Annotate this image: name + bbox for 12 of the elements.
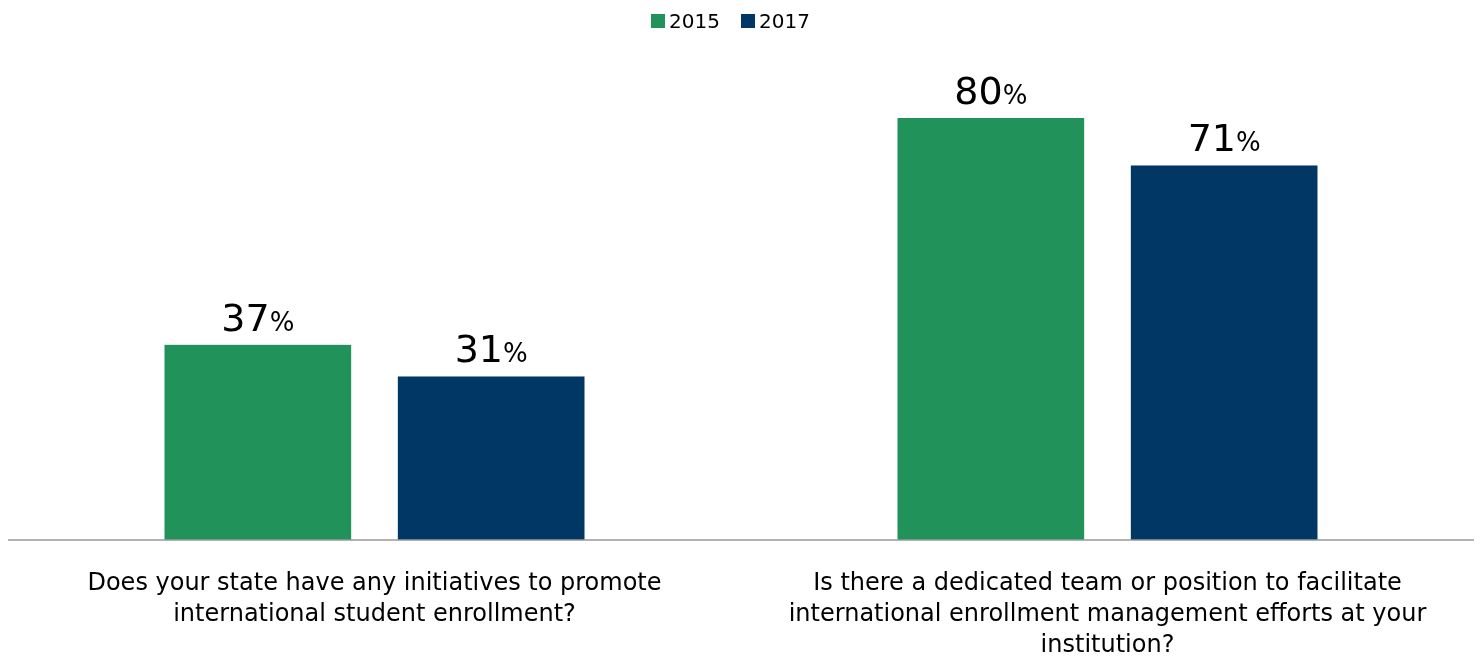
bar [397, 376, 585, 540]
bar [897, 118, 1085, 540]
legend-label: 2015 [669, 9, 720, 33]
data-label: 80% [954, 69, 1028, 113]
bar [1130, 165, 1318, 540]
bar [164, 344, 352, 540]
data-label: 31% [454, 327, 528, 372]
data-label: 71% [1187, 116, 1261, 161]
legend-label: 2017 [759, 9, 810, 33]
x-tick-label: Is there a dedicated team or position to facilitate international enrollment management efforts at your institution? [788, 568, 1427, 658]
data-label: 37% [221, 295, 295, 340]
x-tick-label: Does your state have any initiatives to promote international student enrollment? [87, 568, 662, 627]
